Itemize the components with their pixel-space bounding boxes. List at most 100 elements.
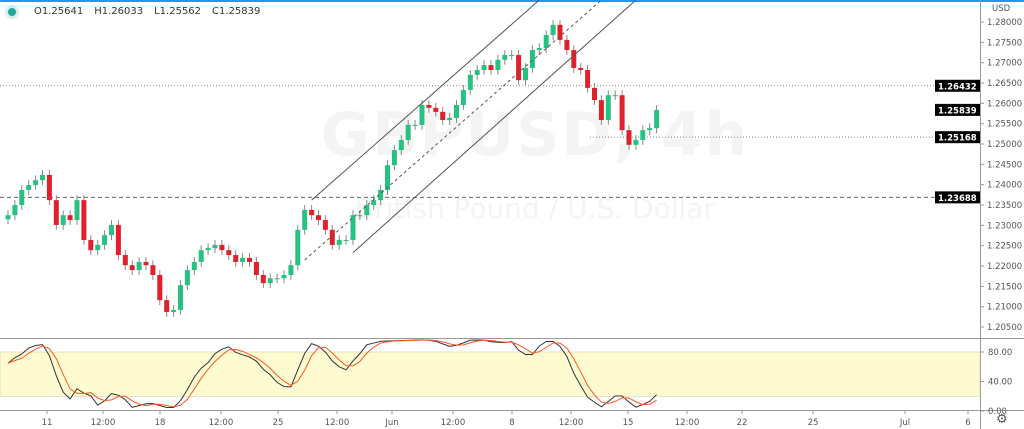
candle: [343, 235, 349, 245]
time-tick-label: 8: [509, 418, 514, 428]
price-tick-label: 1.20500: [987, 323, 1022, 333]
candle: [592, 83, 597, 105]
candle: [253, 257, 259, 280]
candle: [150, 260, 156, 280]
candle-body: [136, 261, 142, 271]
candle-body: [523, 67, 528, 81]
status-dot-icon: [8, 7, 16, 16]
candle-body: [598, 100, 604, 121]
candle: [447, 113, 453, 125]
candle: [654, 105, 660, 134]
candle-body: [322, 220, 328, 230]
candle: [419, 100, 425, 130]
candle: [550, 19, 556, 40]
candle: [433, 102, 439, 117]
candle: [171, 305, 177, 317]
candle: [350, 210, 356, 245]
candle: [578, 63, 584, 75]
candle-body: [633, 139, 639, 145]
candle: [247, 253, 252, 267]
candle-body: [88, 239, 94, 251]
price-tick-label: 1.24000: [987, 181, 1022, 191]
time-tick-label: 11: [42, 418, 53, 428]
price-tick-label: 1.28000: [987, 18, 1022, 28]
candle-body: [184, 270, 190, 286]
candle: [502, 50, 508, 65]
candle-body: [571, 50, 577, 68]
time-tick-label: 6: [965, 418, 970, 428]
time-tick-label: 25: [273, 418, 284, 428]
candle-body: [157, 274, 163, 301]
candle: [12, 200, 18, 221]
price-badge: [935, 103, 980, 116]
channel-upper-line: [311, 0, 540, 201]
candle-body: [295, 229, 301, 266]
candle: [543, 30, 549, 53]
channel-middle-line: [304, 0, 602, 261]
candle: [67, 210, 73, 225]
candle: [495, 54, 501, 75]
candle-body: [233, 255, 239, 262]
candle: [385, 160, 390, 195]
candle-body: [474, 69, 480, 75]
top-border: [0, 0, 1024, 2]
candle: [557, 19, 563, 45]
candle: [585, 65, 591, 93]
candle: [454, 100, 459, 123]
candle: [240, 253, 246, 267]
time-tick-label: 12:00: [209, 418, 234, 428]
candle-body: [481, 65, 487, 70]
candle-body: [5, 215, 11, 220]
candle: [260, 270, 266, 288]
candle-body: [46, 174, 52, 201]
candle: [46, 170, 52, 206]
candle: [115, 220, 121, 260]
candle-body: [398, 139, 404, 151]
candle-body: [626, 130, 632, 145]
candle-body: [329, 229, 335, 245]
candle-body: [654, 109, 660, 129]
price-tick-label: 1.22500: [987, 242, 1022, 252]
candle-body: [412, 124, 418, 126]
candle: [516, 50, 522, 86]
candle-body: [178, 285, 183, 310]
channel-lower-line: [352, 0, 637, 253]
candle-body: [102, 235, 108, 245]
candle-body: [336, 239, 342, 245]
candle: [529, 45, 535, 73]
candle: [295, 224, 301, 271]
candle-body: [212, 244, 218, 249]
time-tick-label: 12:00: [675, 418, 700, 428]
candle-body: [302, 209, 308, 230]
candle: [619, 90, 625, 136]
candle-body: [226, 250, 232, 256]
candle-body: [378, 189, 384, 201]
candle-body: [343, 239, 349, 241]
price-tick-label: 1.26500: [987, 79, 1022, 89]
candle-body: [529, 50, 535, 68]
candle: [281, 270, 287, 284]
candle: [19, 185, 25, 210]
gear-icon[interactable]: ⚙: [996, 412, 1008, 427]
candle: [371, 195, 377, 210]
candle: [136, 257, 142, 275]
price-tick-label: 1.23000: [987, 221, 1022, 231]
close-value: C1.25839: [212, 6, 261, 17]
candle: [5, 210, 11, 225]
candle: [536, 43, 542, 55]
symbol-watermark: GBPUSD, 4h: [320, 100, 750, 170]
candle-body: [578, 67, 584, 70]
candle: [143, 257, 149, 271]
candle-body: [129, 265, 135, 271]
candle-body: [74, 200, 80, 221]
candle-body: [19, 189, 25, 206]
candle-body: [33, 180, 39, 186]
candle-body: [495, 59, 501, 70]
price-badge-label: 1.26432: [938, 82, 977, 92]
candle-body: [371, 200, 377, 206]
time-tick-label: Jul: [899, 418, 910, 428]
candle: [157, 270, 163, 306]
candle-body: [288, 265, 294, 275]
candle: [440, 107, 446, 125]
